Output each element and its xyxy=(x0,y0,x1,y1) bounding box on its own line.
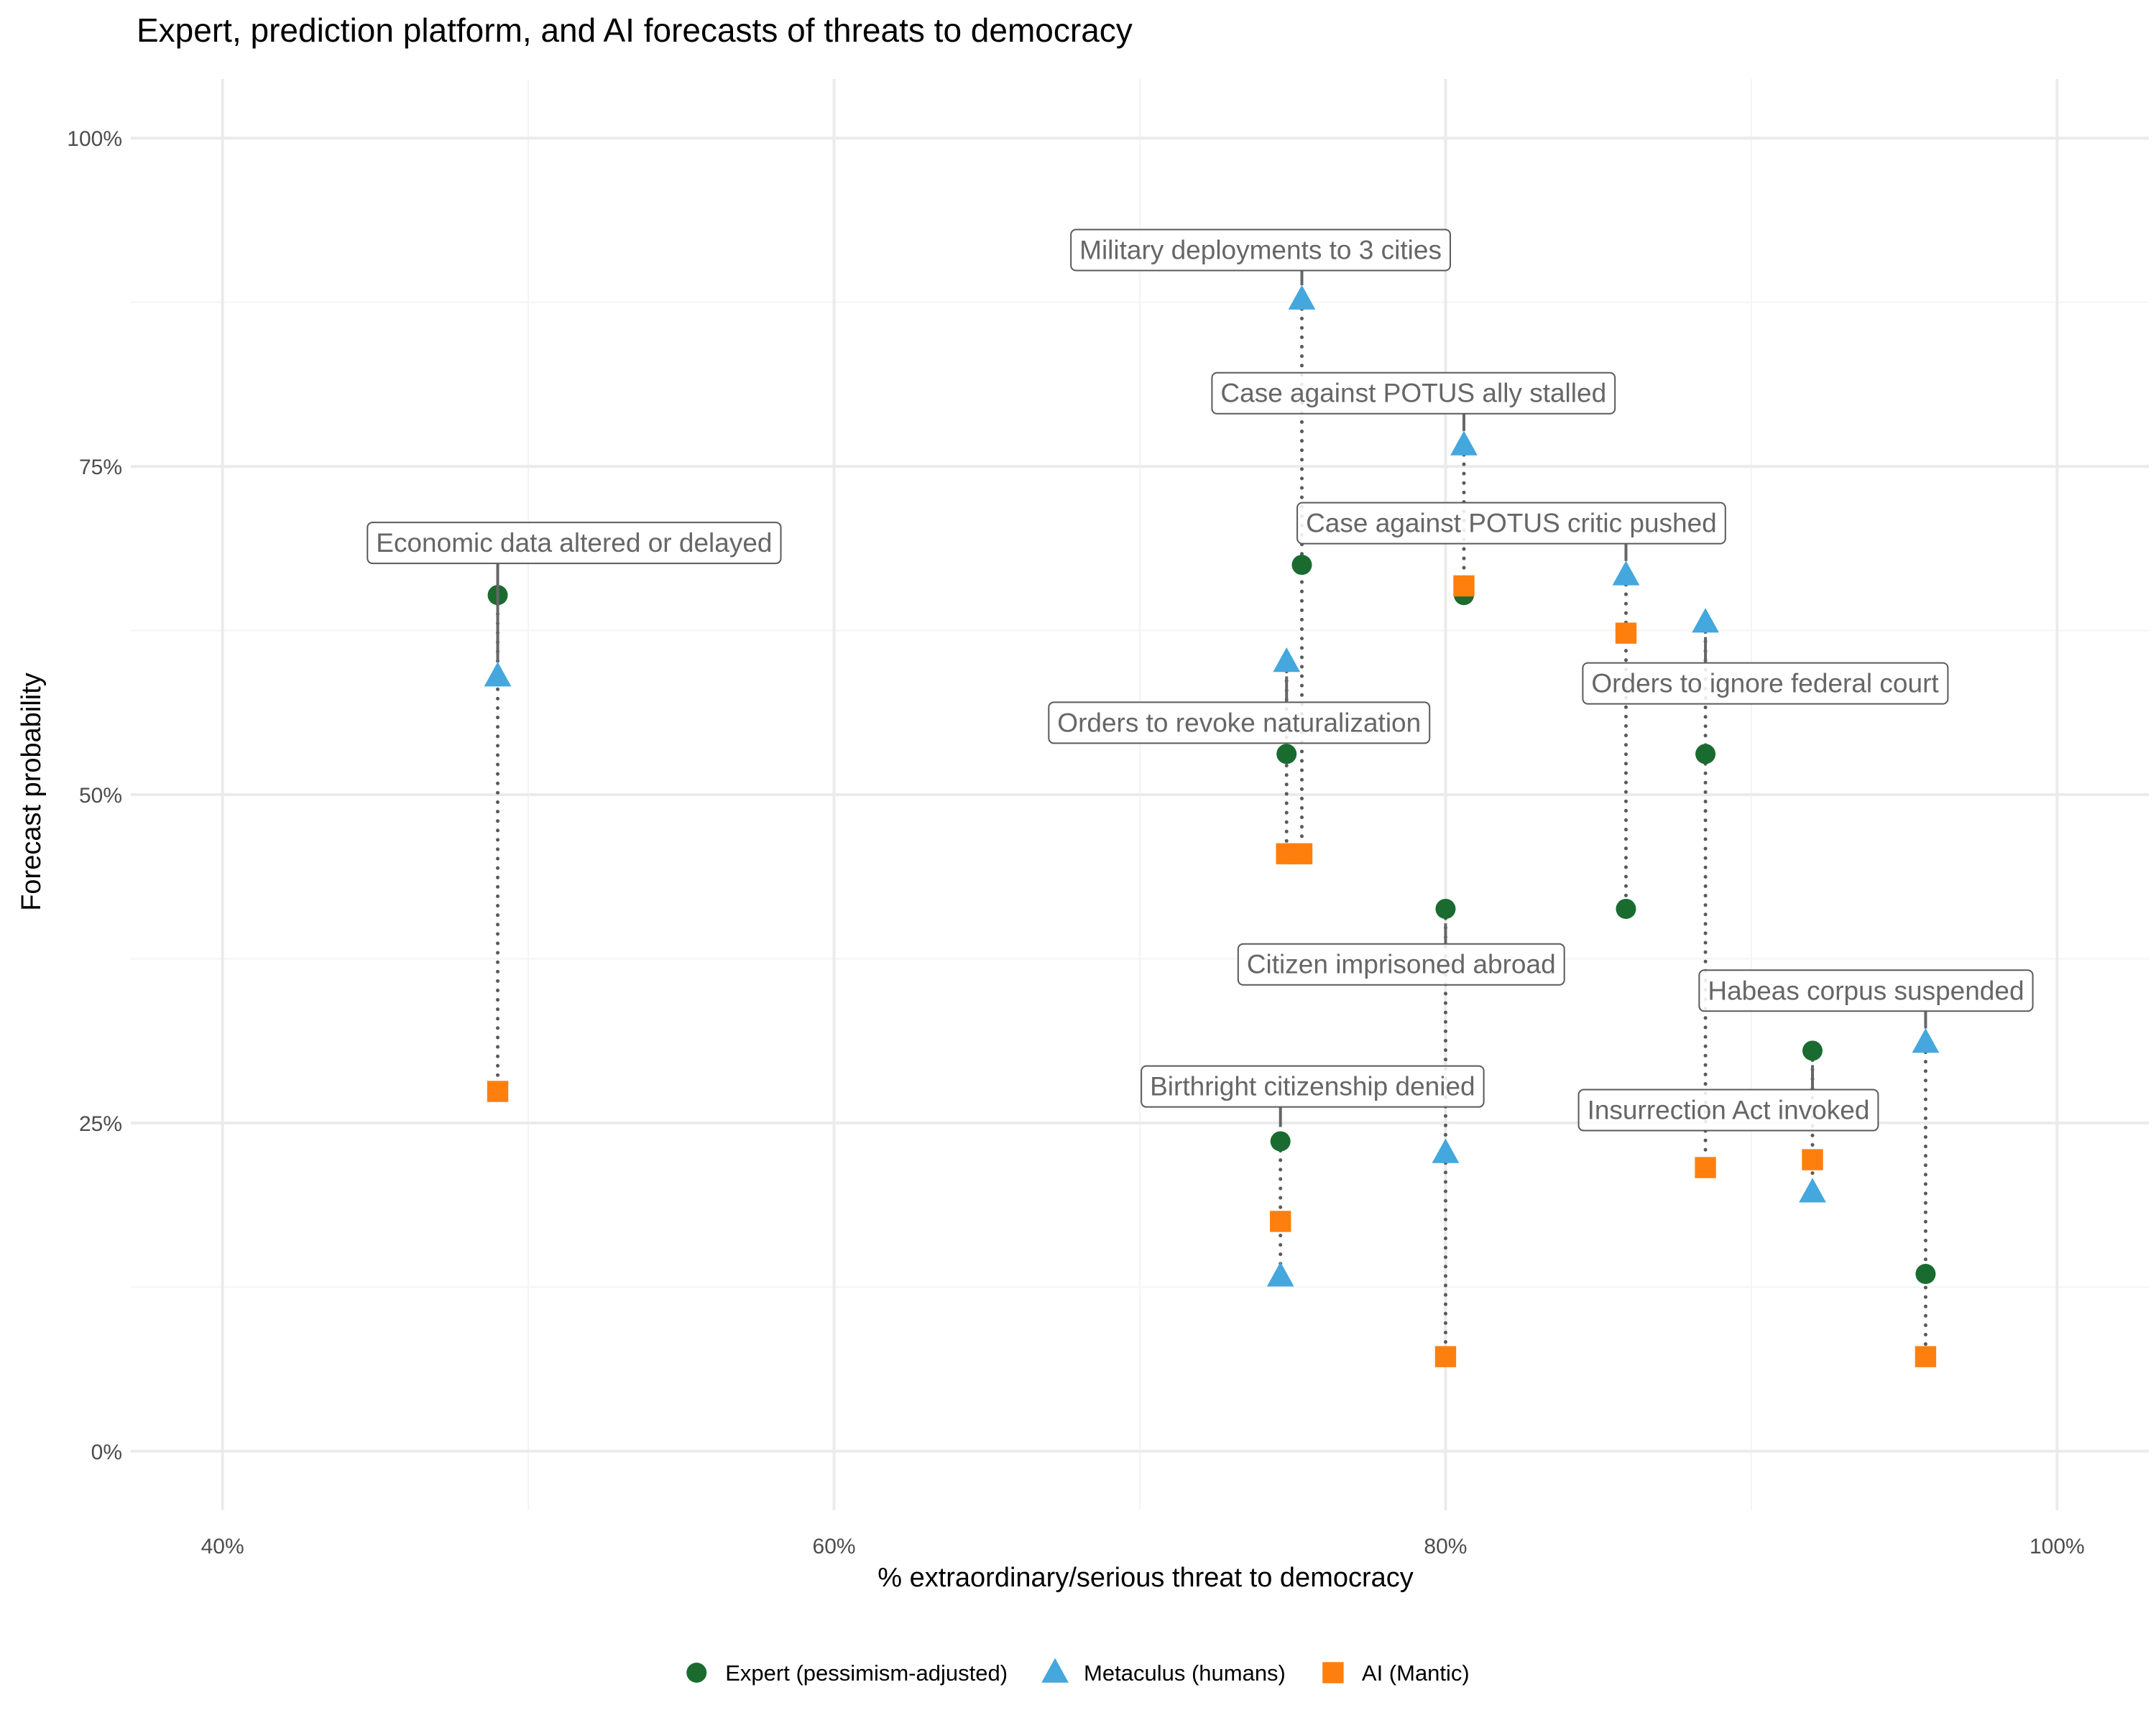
event-label-text: Insurrection Act invoked xyxy=(1588,1096,1870,1125)
event-label-citizen-imprisoned-abroad: Citizen imprisoned abroad xyxy=(1237,943,1565,986)
event-label-text: Case against POTUS ally stalled xyxy=(1220,379,1606,408)
ai-point-economic-data-altered-or-delayed xyxy=(487,1081,509,1102)
event-label-military-deployments-to-3-cities: Military deployments to 3 cities xyxy=(1070,228,1451,272)
event-label-box xyxy=(1211,371,1616,415)
legend-label: AI (Mantic) xyxy=(1362,1660,1470,1686)
expert-point-case-against-potus-critic-pushed xyxy=(1616,898,1636,919)
chart-title: Expert, prediction platform, and AI fore… xyxy=(137,11,1133,49)
x-tick-label: 80% xyxy=(1424,1535,1467,1558)
y-tick-label: 100% xyxy=(67,127,122,151)
legend-label: Expert (pessimism-adjusted) xyxy=(725,1660,1008,1686)
label-boxes: Economic data altered or delayed Military… xyxy=(367,228,2034,1132)
expert-point-orders-to-revoke-naturalization xyxy=(1276,744,1297,764)
y-tick-label: 0% xyxy=(91,1441,122,1464)
y-tick-label: 50% xyxy=(79,784,122,808)
legend-item-metaculus-humans: Metaculus (humans) xyxy=(1041,1658,1286,1686)
event-label-box xyxy=(1296,502,1726,545)
metaculus-point-orders-to-ignore-federal-court xyxy=(1692,608,1719,633)
event-label-text: Military deployments to 3 cities xyxy=(1079,236,1442,265)
x-tick-label: 40% xyxy=(201,1535,244,1558)
ai-point-citizen-imprisoned-abroad xyxy=(1434,1346,1457,1367)
metaculus-point-case-against-potus-critic-pushed xyxy=(1612,560,1640,586)
event-label-orders-to-ignore-federal-court: Orders to ignore federal court xyxy=(1582,662,1949,705)
x-tick-label: 60% xyxy=(813,1535,856,1558)
ai-point-birthright-citizenship-denied xyxy=(1270,1211,1291,1232)
event-label-text: Orders to revoke naturalization xyxy=(1057,708,1421,737)
event-label-habeas-corpus-suspended: Habeas corpus suspended xyxy=(1698,969,2034,1012)
legend-item-expert-pessimism-adjusted: Expert (pessimism-adjusted) xyxy=(686,1660,1008,1686)
event-label-insurrection-act-invoked: Insurrection Act invoked xyxy=(1577,1089,1879,1132)
event-label-box xyxy=(1698,969,2034,1012)
event-label-box xyxy=(1070,228,1451,272)
legend-item-ai-mantic: AI (Mantic) xyxy=(1322,1660,1470,1686)
event-label-case-against-potus-ally-stalled: Case against POTUS ally stalled xyxy=(1211,371,1616,415)
y-tick-label: 25% xyxy=(79,1112,122,1136)
event-label-text: Birthright citizenship denied xyxy=(1150,1072,1475,1101)
event-labels: Economic data altered or delayed Military… xyxy=(367,228,2034,1132)
metaculus-point-citizen-imprisoned-abroad xyxy=(1432,1138,1460,1163)
leader-lines xyxy=(496,270,1927,1127)
event-label-birthright-citizenship-denied: Birthright citizenship denied xyxy=(1141,1065,1485,1108)
metaculus-point-orders-to-revoke-naturalization xyxy=(1273,647,1301,673)
event-label-text: Citizen imprisoned abroad xyxy=(1247,950,1556,979)
metaculus-point-habeas-corpus-suspended xyxy=(1912,1028,1940,1053)
expert-point-military-deployments-to-3-cities xyxy=(1291,555,1312,576)
expert-point-citizen-imprisoned-abroad xyxy=(1435,898,1456,919)
expert-point-habeas-corpus-suspended xyxy=(1915,1264,1936,1285)
axes: 40% 60% 80% 100% 0% 25% 50% 75% 100% xyxy=(67,127,2084,1558)
grid xyxy=(131,79,2149,1510)
expert-point-orders-to-ignore-federal-court xyxy=(1695,744,1716,764)
event-label-box xyxy=(367,522,782,565)
metaculus-point-military-deployments-to-3-cities xyxy=(1288,285,1316,310)
expert-point-birthright-citizenship-denied xyxy=(1270,1131,1291,1152)
event-label-text: Case against POTUS critic pushed xyxy=(1306,509,1717,538)
ai-point-case-against-potus-ally-stalled xyxy=(1453,575,1475,597)
ai-point-orders-to-revoke-naturalization xyxy=(1276,843,1297,864)
expert-point-insurrection-act-invoked xyxy=(1802,1040,1823,1061)
legend: Expert (pessimism-adjusted) Metaculus (hu… xyxy=(686,1658,1470,1686)
event-label-box xyxy=(1048,701,1431,744)
ai-point-orders-to-ignore-federal-court xyxy=(1695,1157,1716,1178)
event-label-text: Habeas corpus suspended xyxy=(1708,976,2024,1005)
y-axis-label: Forecast probability xyxy=(17,673,47,911)
event-label-economic-data-altered-or-delayed: Economic data altered or delayed xyxy=(367,522,782,565)
event-label-text: Economic data altered or delayed xyxy=(376,528,772,558)
event-label-box xyxy=(1582,662,1949,705)
event-label-text: Orders to ignore federal court xyxy=(1591,669,1939,698)
event-label-case-against-potus-critic-pushed: Case against POTUS critic pushed xyxy=(1296,502,1726,545)
y-tick-label: 75% xyxy=(79,456,122,479)
legend-circle-icon xyxy=(686,1663,707,1683)
event-label-box xyxy=(1237,943,1565,986)
event-label-orders-to-revoke-naturalization: Orders to revoke naturalization xyxy=(1048,701,1431,744)
ai-point-habeas-corpus-suspended xyxy=(1915,1346,1937,1367)
event-label-box xyxy=(1577,1089,1879,1132)
ai-point-insurrection-act-invoked xyxy=(1802,1149,1823,1170)
x-axis-label: % extraordinary/serious threat to democr… xyxy=(877,1563,1414,1593)
ai-point-case-against-potus-critic-pushed xyxy=(1615,622,1637,644)
legend-square-icon xyxy=(1322,1662,1344,1683)
legend-label: Metaculus (humans) xyxy=(1084,1660,1286,1686)
metaculus-point-case-against-potus-ally-stalled xyxy=(1450,430,1478,456)
legend-triangle-icon xyxy=(1041,1658,1069,1683)
metaculus-point-insurrection-act-invoked xyxy=(1799,1178,1826,1203)
metaculus-point-birthright-citizenship-denied xyxy=(1266,1262,1294,1287)
metaculus-point-economic-data-altered-or-delayed xyxy=(484,662,512,687)
event-label-box xyxy=(1141,1065,1485,1108)
x-tick-label: 100% xyxy=(2030,1535,2085,1558)
